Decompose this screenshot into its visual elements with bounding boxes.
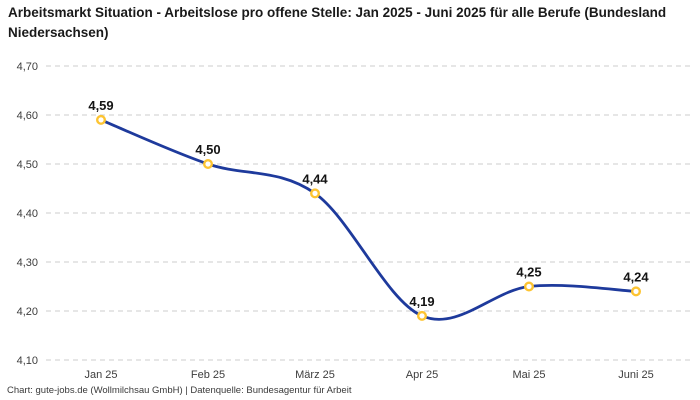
data-point-label: 4,50 — [195, 142, 220, 157]
x-axis-tick-label: März 25 — [295, 369, 335, 381]
y-axis-tick-label: 4,40 — [17, 208, 38, 220]
data-point-label: 4,44 — [302, 171, 328, 186]
y-axis-tick-label: 4,50 — [17, 159, 38, 171]
data-point-marker[interactable] — [310, 188, 321, 199]
y-axis-tick-label: 4,20 — [17, 306, 38, 318]
y-axis-tick-label: 4,70 — [17, 61, 38, 73]
chart-credit: Chart: gute-jobs.de (Wollmilchsau GmbH) … — [7, 385, 352, 396]
data-point-label: 4,25 — [516, 265, 541, 280]
data-point-marker[interactable] — [631, 286, 642, 297]
y-axis-tick-label: 4,30 — [17, 257, 38, 269]
x-axis-tick-label: Juni 25 — [618, 369, 653, 381]
data-point-marker[interactable] — [95, 114, 106, 125]
chart-title: Arbeitsmarkt Situation - Arbeitslose pro… — [8, 5, 667, 41]
data-point-marker[interactable] — [417, 310, 428, 321]
x-axis-tick-label: Jan 25 — [84, 369, 117, 381]
data-point-label: 4,59 — [88, 98, 113, 113]
x-axis-tick-label: Mai 25 — [512, 369, 545, 381]
data-point-label: 4,19 — [409, 294, 434, 309]
x-axis-tick-label: Feb 25 — [191, 369, 225, 381]
y-axis-tick-label: 4,60 — [17, 110, 38, 122]
y-axis-tick-label: 4,10 — [17, 355, 38, 367]
series-line — [99, 118, 638, 321]
data-point-marker[interactable] — [202, 158, 213, 169]
x-axis-tick-label: Apr 25 — [406, 369, 438, 381]
data-point-marker[interactable] — [524, 281, 535, 292]
data-point-label: 4,24 — [623, 269, 649, 284]
